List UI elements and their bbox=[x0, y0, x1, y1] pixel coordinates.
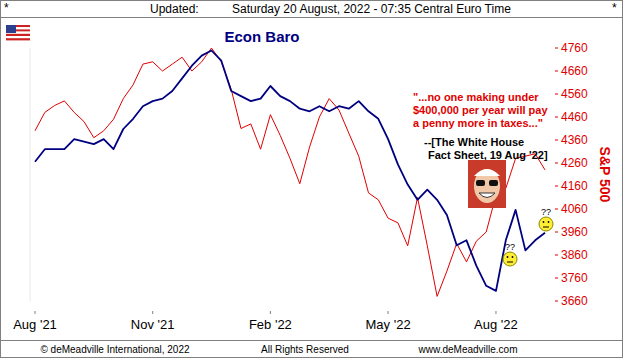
plot-area bbox=[35, 48, 545, 296]
chart-container: * Updated: Saturday 20 August, 2022 - 07:3… bbox=[0, 0, 623, 358]
footer-rule bbox=[0, 340, 623, 341]
y2-tick bbox=[555, 232, 558, 233]
y2-tick bbox=[555, 255, 558, 256]
y2-tick-label: 4660 bbox=[561, 64, 588, 78]
footer-text: All Rights Reserved bbox=[261, 344, 349, 355]
x-tick bbox=[388, 311, 389, 314]
y2-tick-label: 4360 bbox=[561, 133, 588, 147]
y2-tick bbox=[555, 94, 558, 95]
series-line bbox=[35, 51, 545, 291]
smiley-mouth bbox=[507, 262, 513, 263]
flag bbox=[6, 25, 30, 40]
y2-tick-label: 3960 bbox=[561, 225, 588, 239]
y2-tick bbox=[555, 278, 558, 279]
y2-tick-label: 3860 bbox=[561, 248, 588, 262]
caricature bbox=[468, 160, 506, 208]
flag-stripe bbox=[6, 38, 30, 40]
header-mark: * bbox=[612, 1, 617, 15]
y2-tick bbox=[555, 301, 558, 302]
x-tick-label: Aug '22 bbox=[474, 317, 518, 332]
x-tick-label: Nov '21 bbox=[131, 317, 175, 332]
series-line bbox=[35, 48, 545, 296]
header-mark: * bbox=[4, 1, 9, 15]
x-tick-label: Aug '21 bbox=[13, 317, 57, 332]
annotation: ?? bbox=[505, 242, 515, 252]
smiley-face bbox=[539, 217, 553, 231]
smiley-eye bbox=[507, 256, 509, 258]
y2-tick bbox=[555, 186, 558, 187]
header-label: Updated: bbox=[150, 2, 199, 16]
smiley-face bbox=[503, 252, 517, 266]
flag-canton bbox=[6, 25, 16, 33]
x-tick bbox=[35, 311, 36, 314]
smiley-eye bbox=[543, 221, 545, 223]
smiley bbox=[503, 252, 517, 266]
x-tick-label: Feb '22 bbox=[249, 317, 292, 332]
y2-tick-label: 4160 bbox=[561, 179, 588, 193]
y2-tick-label: 4760 bbox=[561, 41, 588, 55]
flag-stripe bbox=[6, 34, 30, 36]
frame bbox=[1, 1, 623, 358]
y2-tick-label: 4060 bbox=[561, 202, 588, 216]
caricature-bg bbox=[468, 160, 506, 208]
x-tick bbox=[152, 311, 153, 314]
flag-stripe bbox=[6, 36, 30, 38]
quote-source: --[The White House bbox=[424, 136, 524, 148]
quote-source: Fact Sheet, 19 Aug '22] bbox=[428, 149, 548, 161]
smiley bbox=[539, 217, 553, 231]
header-date: Saturday 20 August, 2022 - 07:35 Central… bbox=[232, 2, 511, 16]
caricature-face bbox=[474, 169, 500, 203]
y2-tick bbox=[555, 71, 558, 72]
y2-tick-label: 4260 bbox=[561, 156, 588, 170]
caricature-hair bbox=[474, 169, 500, 176]
footer-text: © deMeadville International, 2022 bbox=[40, 344, 190, 355]
smiley-eye bbox=[512, 256, 514, 258]
x-tick bbox=[495, 311, 496, 314]
header-rule bbox=[0, 17, 623, 18]
y2-tick bbox=[555, 209, 558, 210]
quote-line: "...no one making under bbox=[413, 91, 539, 103]
caricature-glasses bbox=[476, 180, 485, 186]
x-tick-label: May '22 bbox=[366, 317, 411, 332]
caricature-smile bbox=[479, 193, 495, 198]
y2-tick bbox=[555, 140, 558, 141]
y2-axis-title: S&P 500 bbox=[597, 147, 613, 203]
y2-tick bbox=[555, 48, 558, 49]
y2-tick-label: 3760 bbox=[561, 271, 588, 285]
annotation: ?? bbox=[541, 207, 551, 217]
chart: * Updated: Saturday 20 August, 2022 - 07:3… bbox=[0, 0, 623, 358]
footer-text: www.deMeadville.com bbox=[418, 344, 518, 355]
y2-tick bbox=[555, 163, 558, 164]
smiley-eye bbox=[548, 221, 550, 223]
smiley-mouth bbox=[543, 227, 549, 228]
y2-tick-label: 4560 bbox=[561, 87, 588, 101]
y2-tick-label: 3660 bbox=[561, 294, 588, 308]
y2-tick-label: 4460 bbox=[561, 110, 588, 124]
chart-title: Econ Baro bbox=[224, 28, 299, 45]
x-tick bbox=[270, 311, 271, 314]
quote-line: a penny more in taxes..." bbox=[413, 117, 543, 129]
y2-tick bbox=[555, 117, 558, 118]
caricature-glasses bbox=[489, 180, 498, 186]
quote-line: $400,000 per year will pay bbox=[413, 104, 548, 116]
y-axis-line bbox=[30, 48, 31, 301]
